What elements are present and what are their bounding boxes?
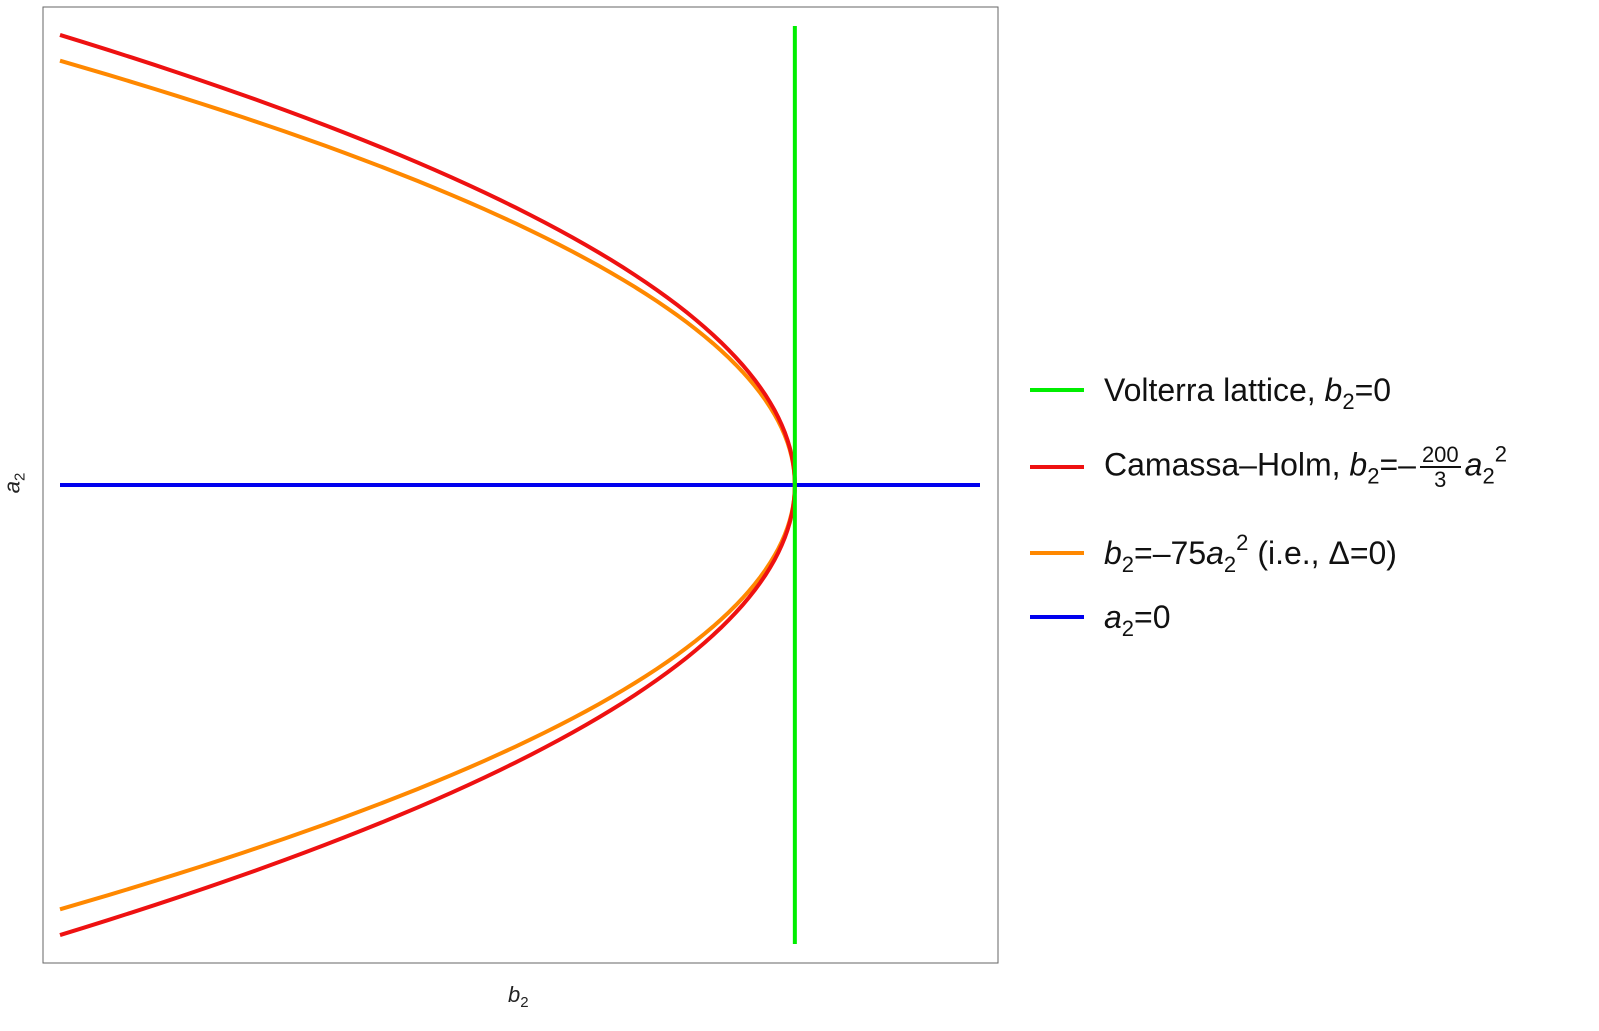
legend-text-part: a [1464, 446, 1483, 483]
legend-text-part: b [1324, 371, 1343, 408]
legend-text-part: 2 [1121, 551, 1135, 577]
y-axis-label: a2 [0, 472, 29, 494]
legend-text-part: =0 [1354, 371, 1392, 408]
legend-text-part: 2 [1494, 441, 1507, 467]
x-axis-label: b2 [508, 982, 529, 1011]
legend-item-a2-zero: a2=0 [1030, 595, 1171, 639]
legend-text-part: (i.e., Δ=0) [1248, 534, 1397, 571]
legend-text-part: 2 [1236, 529, 1249, 555]
legend-item-volterra: Volterra lattice, b2=0 [1030, 368, 1391, 412]
legend-swatch [1030, 551, 1084, 555]
legend-text-part: =0 [1134, 598, 1171, 635]
legend-text-part: 2 [1482, 463, 1495, 489]
legend-swatch [1030, 465, 1084, 469]
legend-text-part: 2 [1367, 463, 1380, 489]
legend-text-part: Volterra lattice, [1104, 371, 1325, 408]
legend-item-camassa-holm: Camassa–Holm, b2=– 200 3 a22 [1030, 443, 1507, 491]
legend-text-part: b [1349, 446, 1368, 483]
series-layer [59, 26, 980, 944]
legend-swatch [1030, 615, 1084, 619]
legend-label: b2=–75a22 (i.e., Δ=0) [1104, 531, 1397, 575]
legend-text-part: =–75 [1134, 534, 1207, 571]
legend-swatch [1030, 388, 1084, 392]
legend-label: a2=0 [1104, 598, 1171, 640]
legend-label: Volterra lattice, b2=0 [1104, 371, 1392, 413]
legend-text-part: b [1104, 534, 1122, 571]
legend-item-delta-zero: b2=–75a22 (i.e., Δ=0) [1030, 531, 1397, 575]
legend-text-part: =– [1379, 446, 1416, 483]
legend-text-part: 2 [1342, 388, 1355, 414]
legend-text-part: 2 [1121, 615, 1135, 641]
legend-text-part: 2 [1223, 551, 1237, 577]
legend-label: Camassa–Holm, b2=– 200 3 a22 [1104, 443, 1507, 491]
legend-text-part: a [1206, 534, 1224, 571]
legend-text-part: a [1104, 598, 1122, 635]
legend-text-part: 200 3 [1419, 441, 1461, 492]
plot-frame [42, 6, 999, 964]
legend-text-part: Camassa–Holm, [1104, 446, 1350, 483]
